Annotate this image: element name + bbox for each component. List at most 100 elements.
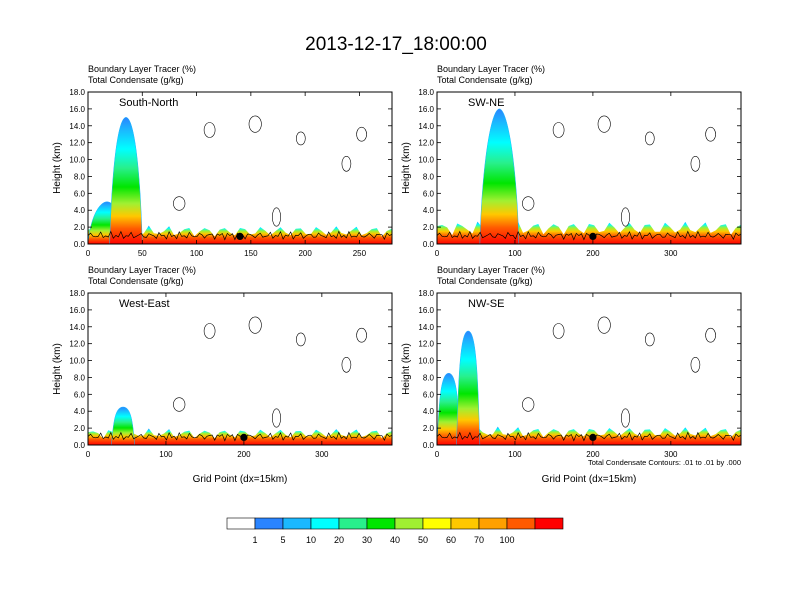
y-tick-label: 12.0 [418, 139, 434, 148]
x-tick-label: 200 [586, 450, 600, 459]
condensate-contour [705, 327, 716, 343]
x-tick-label: 0 [435, 450, 440, 459]
y-tick-label: 6.0 [423, 189, 435, 198]
y-tick-label: 6.0 [74, 390, 86, 399]
plot-frame [436, 91, 742, 245]
y-tick-label: 16.0 [69, 105, 85, 114]
location-marker [236, 232, 244, 240]
colorbar-swatch [394, 517, 424, 530]
y-tick-label: 14.0 [418, 122, 434, 131]
y-tick-label: 0.0 [423, 240, 435, 249]
colorbar-swatch [534, 517, 564, 530]
condensate-contour [88, 431, 392, 442]
y-tick-label: 14.0 [69, 122, 85, 131]
colorbar-label: 40 [390, 535, 400, 545]
panel-nw-se: Boundary Layer Tracer (%)Total Condensat… [401, 265, 742, 485]
colorbar-swatch [338, 517, 368, 530]
panel-shaded-field-label: Boundary Layer Tracer (%) [88, 265, 196, 275]
plot-area [437, 293, 741, 445]
colorbar-label: 20 [334, 535, 344, 545]
colorbar: 1 5 10 20 30 40 50 60 70 100 [226, 517, 564, 545]
x-tick-label: 100 [508, 249, 522, 258]
plot-frame [436, 292, 742, 446]
x-tick-label: 200 [586, 249, 600, 258]
x-tick-label: 250 [353, 249, 367, 258]
condensate-contour [644, 332, 655, 347]
y-tick-label: 10.0 [418, 156, 434, 165]
y-tick-label: 10.0 [69, 357, 85, 366]
panel-name: West-East [119, 298, 170, 310]
condensate-contour [295, 332, 306, 347]
colorbar-swatch [282, 517, 312, 530]
y-tick-label: 2.0 [74, 424, 86, 433]
condensate-contour [522, 196, 535, 211]
condensate-contour [522, 397, 535, 412]
tracer-plume [111, 406, 136, 445]
plot-area [88, 293, 392, 445]
y-axis-label: Height (km) [401, 142, 412, 194]
panel-sw-ne: Boundary Layer Tracer (%)Total Condensat… [401, 64, 742, 258]
y-tick-label: 10.0 [418, 357, 434, 366]
colorbar-swatch [226, 517, 256, 530]
condensate-contour [620, 207, 630, 227]
y-axis-label: Height (km) [401, 343, 412, 395]
colorbar-swatch [478, 517, 508, 530]
panel-south-north: Boundary Layer Tracer (%)Total Condensat… [52, 64, 393, 258]
y-tick-label: 4.0 [74, 206, 86, 215]
x-tick-label: 100 [508, 450, 522, 459]
y-tick-label: 14.0 [418, 323, 434, 332]
x-axis-label: Grid Point (dx=15km) [193, 474, 288, 485]
condensate-contour [705, 126, 716, 142]
panel-contour-field-label: Total Condensate (g/kg) [437, 276, 533, 286]
colorbar-label: 70 [474, 535, 484, 545]
panel-shaded-field-label: Boundary Layer Tracer (%) [437, 265, 545, 275]
y-tick-label: 16.0 [418, 105, 434, 114]
y-tick-label: 0.0 [74, 240, 86, 249]
colorbar-label: 30 [362, 535, 372, 545]
panel-name: NW-SE [468, 298, 504, 310]
condensate-contour [690, 356, 701, 373]
condensate-contour [203, 122, 216, 138]
tracer-plume [479, 108, 520, 244]
plot-area [437, 92, 741, 244]
panel-contour-field-label: Total Condensate (g/kg) [88, 276, 184, 286]
x-tick-label: 200 [298, 249, 312, 258]
panel-contour-field-label: Total Condensate (g/kg) [88, 75, 184, 85]
colorbar-swatch [422, 517, 452, 530]
colorbar-swatch [366, 517, 396, 530]
y-tick-label: 8.0 [423, 172, 435, 181]
condensate-contour [341, 155, 352, 172]
y-tick-label: 0.0 [423, 441, 435, 450]
colorbar-swatch [506, 517, 536, 530]
x-axis-label: Grid Point (dx=15km) [542, 474, 637, 485]
x-tick-label: 50 [138, 249, 147, 258]
y-tick-label: 2.0 [423, 424, 435, 433]
y-tick-label: 2.0 [423, 223, 435, 232]
location-marker [240, 433, 248, 441]
x-tick-label: 0 [435, 249, 440, 258]
panel-name: SW-NE [468, 97, 504, 109]
y-tick-label: 0.0 [74, 441, 86, 450]
y-tick-label: 8.0 [423, 373, 435, 382]
y-tick-label: 18.0 [69, 88, 85, 97]
colorbar-label: 60 [446, 535, 456, 545]
colorbar-swatch [254, 517, 284, 530]
y-tick-label: 12.0 [69, 340, 85, 349]
contour-info: Total Condensate Contours: .01 to .01 by… [588, 458, 741, 467]
location-marker [589, 433, 597, 441]
colorbar-swatch [450, 517, 480, 530]
condensate-contour [644, 131, 655, 146]
colorbar-label: 100 [499, 535, 514, 545]
condensate-contour [271, 408, 281, 428]
condensate-contour [173, 196, 186, 211]
colorbar-label: 1 [252, 535, 257, 545]
condensate-contour [356, 327, 367, 343]
y-tick-label: 14.0 [69, 323, 85, 332]
panel-shaded-field-label: Boundary Layer Tracer (%) [437, 64, 545, 74]
surface-tracer-layer [88, 428, 392, 445]
condensate-contour [597, 115, 611, 133]
panel-west-east: Boundary Layer Tracer (%)Total Condensat… [52, 265, 393, 485]
y-tick-label: 6.0 [423, 390, 435, 399]
y-tick-label: 18.0 [69, 289, 85, 298]
y-tick-label: 4.0 [423, 206, 435, 215]
